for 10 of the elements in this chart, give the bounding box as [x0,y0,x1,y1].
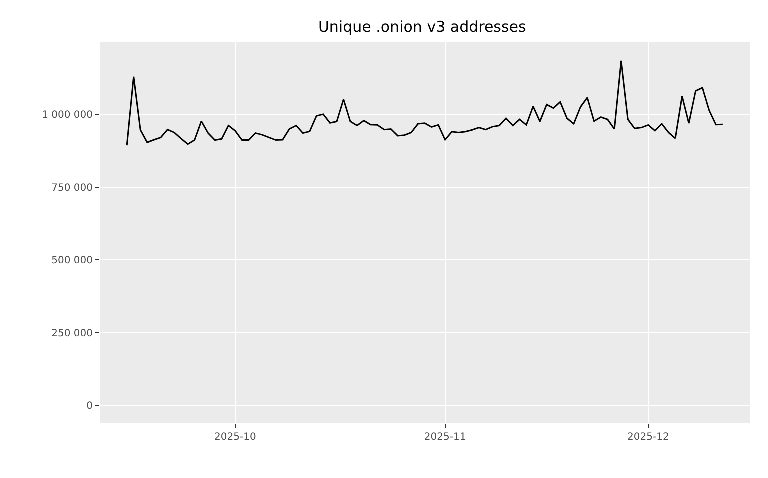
y-tick-label: 750 000 [52,182,93,194]
chart-title: Unique .onion v3 addresses [318,18,527,36]
x-tick-label: 2025-11 [424,432,466,443]
y-tick-label: 1 000 000 [42,110,93,122]
x-tick-label: 2025-10 [214,432,256,443]
line-series [126,60,724,146]
y-tick-label: 0 [86,401,93,412]
y-tick-label: 250 000 [52,328,93,340]
x-tick-label: 2025-12 [628,432,670,443]
y-tick-label: 500 000 [52,256,93,267]
